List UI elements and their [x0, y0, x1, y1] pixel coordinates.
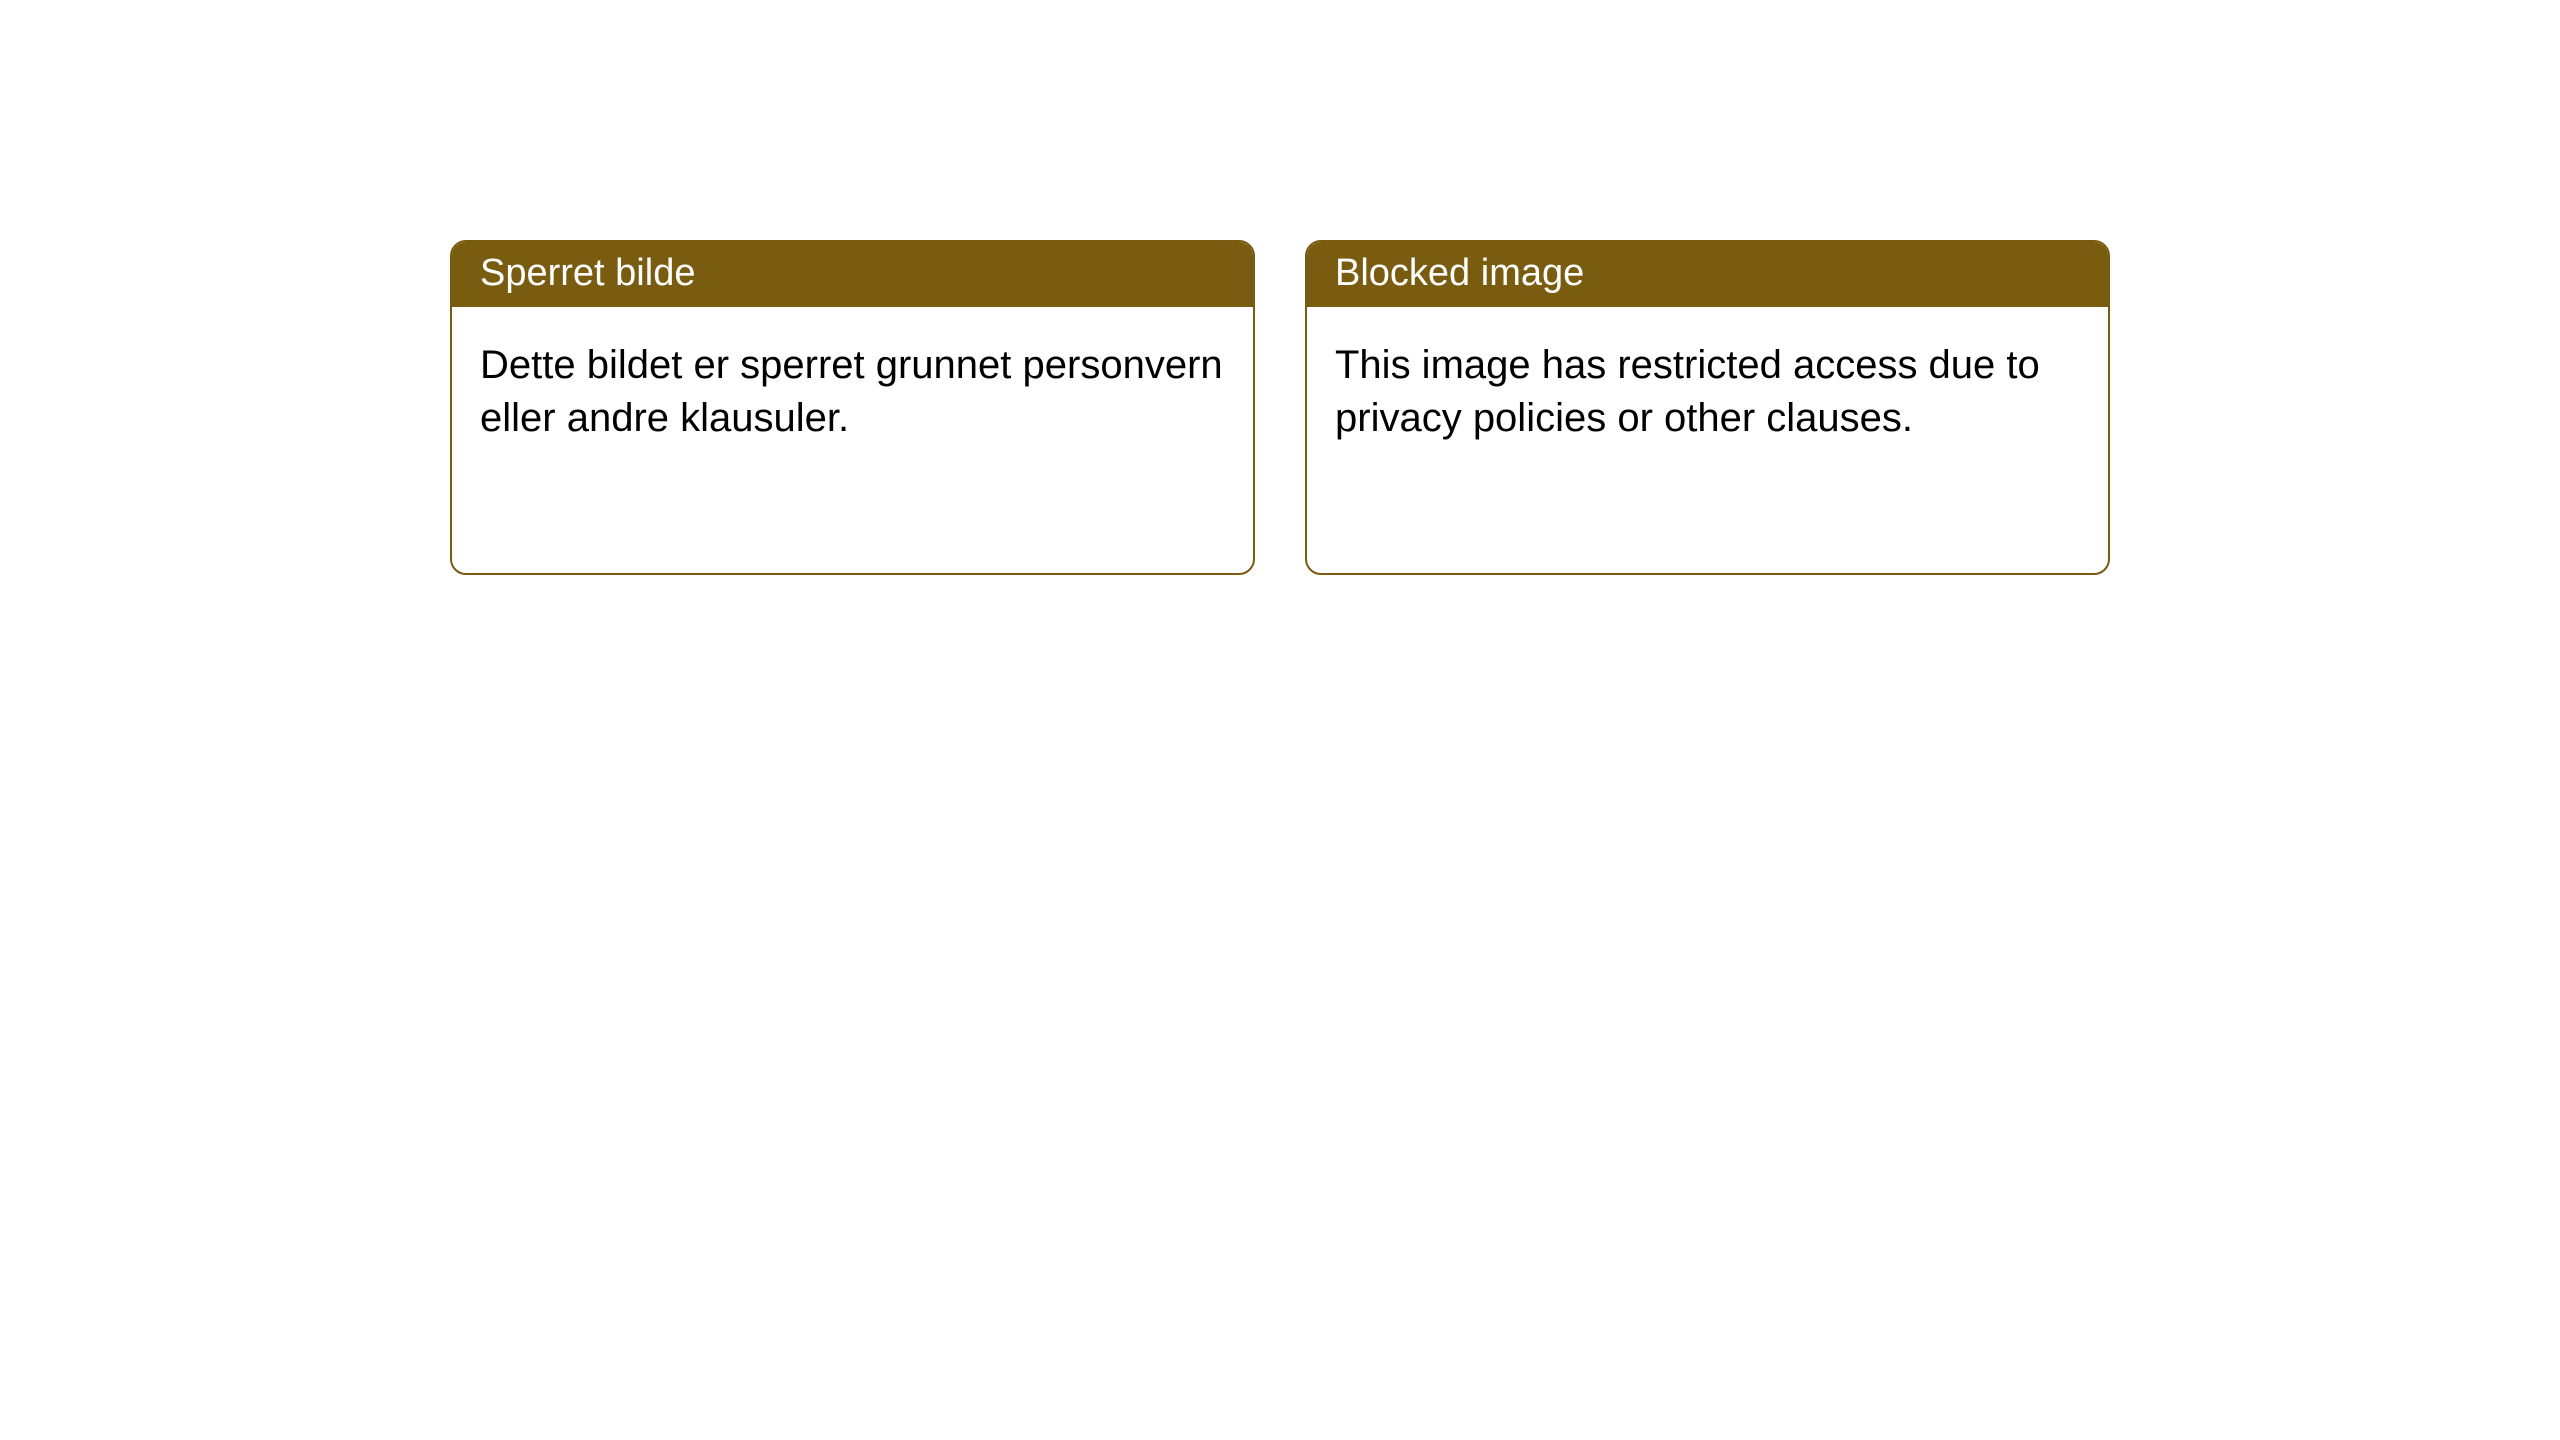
notice-header: Blocked image — [1307, 242, 2108, 307]
notice-body: Dette bildet er sperret grunnet personve… — [452, 307, 1253, 477]
notice-title: Sperret bilde — [480, 252, 695, 294]
notice-title: Blocked image — [1335, 252, 1584, 294]
notice-header: Sperret bilde — [452, 242, 1253, 307]
notice-card-english: Blocked image This image has restricted … — [1305, 240, 2110, 575]
notice-text: Dette bildet er sperret grunnet personve… — [480, 339, 1225, 445]
notice-card-norwegian: Sperret bilde Dette bildet er sperret gr… — [450, 240, 1255, 575]
notice-body: This image has restricted access due to … — [1307, 307, 2108, 477]
notice-text: This image has restricted access due to … — [1335, 339, 2080, 445]
notice-container: Sperret bilde Dette bildet er sperret gr… — [0, 0, 2560, 575]
